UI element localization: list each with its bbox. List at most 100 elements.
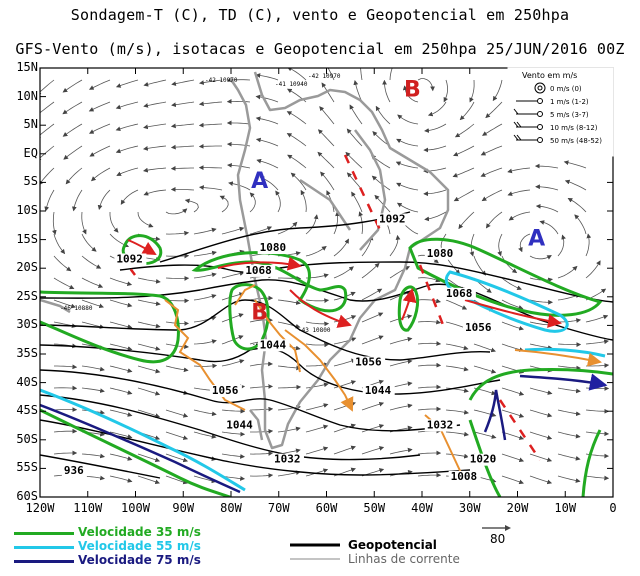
streamline — [427, 101, 447, 117]
streamline — [170, 186, 195, 192]
streamline — [81, 365, 105, 372]
streamline — [557, 265, 578, 279]
lon-label: 0 — [609, 501, 617, 515]
streamline — [143, 101, 167, 108]
streamline — [396, 182, 419, 191]
streamline — [198, 122, 223, 128]
streamline — [445, 387, 469, 393]
contour-label-bg — [424, 419, 457, 432]
contour-label-bg — [362, 385, 395, 398]
streamline — [557, 475, 581, 483]
streamline — [137, 409, 161, 418]
contour-label-bg — [424, 247, 457, 260]
legend-isotach75-label: Velocidade 75 m/s — [78, 553, 201, 567]
streamline — [305, 214, 319, 235]
lon-label: 30W — [458, 501, 481, 515]
streamline — [109, 299, 133, 308]
streamline — [221, 359, 245, 367]
streamline — [170, 123, 195, 129]
streamline — [501, 475, 524, 485]
wind-barb-station-icon — [537, 98, 543, 104]
streamline — [452, 167, 475, 178]
streamline — [485, 211, 503, 229]
contour-label: 1044 — [260, 338, 287, 351]
streamline — [62, 123, 83, 137]
streamline — [143, 79, 167, 87]
streamline — [226, 120, 251, 126]
streamline — [286, 133, 307, 147]
streamline — [417, 78, 435, 92]
lon-label: 40W — [411, 501, 433, 515]
lat-label: 45S — [16, 403, 38, 418]
streamline — [53, 385, 78, 391]
streamline — [249, 295, 274, 301]
contour-label: 1032 — [427, 418, 454, 431]
streamline — [249, 226, 273, 235]
streamline — [109, 277, 133, 286]
streamline — [564, 179, 587, 191]
contour-label-bg — [462, 322, 495, 335]
streamline — [534, 163, 559, 169]
streamline — [585, 475, 610, 481]
streamline — [361, 424, 385, 433]
streamline — [165, 453, 189, 463]
streamline — [346, 128, 363, 147]
streamline — [81, 211, 87, 235]
streamline — [397, 114, 419, 125]
streamline — [501, 409, 525, 418]
streamline — [351, 191, 363, 213]
streamline — [249, 473, 274, 478]
contour-label-bg — [448, 470, 481, 483]
streamline — [40, 79, 55, 96]
streamline — [443, 79, 449, 103]
streamline — [219, 195, 229, 213]
streamline — [109, 343, 133, 351]
streamline — [249, 192, 256, 213]
streamline — [88, 123, 111, 134]
contour-labels: 1092 1092 1080 1080 1068 1068 1056 1056 1056 1044… — [61, 212, 500, 483]
streamline — [501, 387, 525, 396]
lat-label: 25S — [16, 288, 38, 303]
streamline — [184, 198, 199, 213]
streamline — [305, 321, 330, 327]
streamline — [171, 79, 195, 87]
streamline — [193, 250, 217, 257]
streamline — [193, 363, 218, 369]
lat-label: 55S — [16, 460, 38, 475]
streamline — [137, 475, 160, 485]
streamline — [529, 453, 553, 462]
streamline — [305, 403, 329, 411]
streamline — [62, 79, 83, 93]
title-line-2: GFS-Vento (m/s), isotacas e Geopotencial… — [15, 40, 625, 58]
streamline — [361, 262, 380, 279]
streamline — [473, 255, 487, 276]
streamline — [277, 365, 302, 371]
streamlines — [40, 68, 610, 485]
streamline — [109, 365, 133, 373]
streamline — [53, 233, 66, 255]
svg-text:-41 10940: -41 10940 — [275, 81, 308, 88]
streamline — [458, 211, 475, 230]
lat-label: 15S — [16, 231, 38, 246]
streamline — [249, 451, 274, 456]
streamline — [249, 361, 273, 367]
streamline — [193, 409, 217, 417]
streamline — [256, 158, 279, 169]
reference-vector-label: 80 — [490, 532, 506, 546]
streamline — [417, 362, 442, 368]
streamline — [320, 171, 335, 191]
streamline — [501, 321, 524, 331]
streamline — [473, 365, 497, 374]
lat-label: 35S — [16, 346, 38, 360]
streamline — [361, 335, 384, 345]
lat-label: 50S — [16, 431, 38, 446]
streamline — [557, 387, 581, 394]
streamline — [535, 203, 559, 213]
wind-barb-station-icon — [537, 137, 543, 143]
streamline — [327, 68, 335, 81]
streamline — [557, 342, 582, 348]
streamline — [115, 101, 139, 110]
streamline — [529, 299, 553, 305]
streamline — [221, 431, 246, 437]
